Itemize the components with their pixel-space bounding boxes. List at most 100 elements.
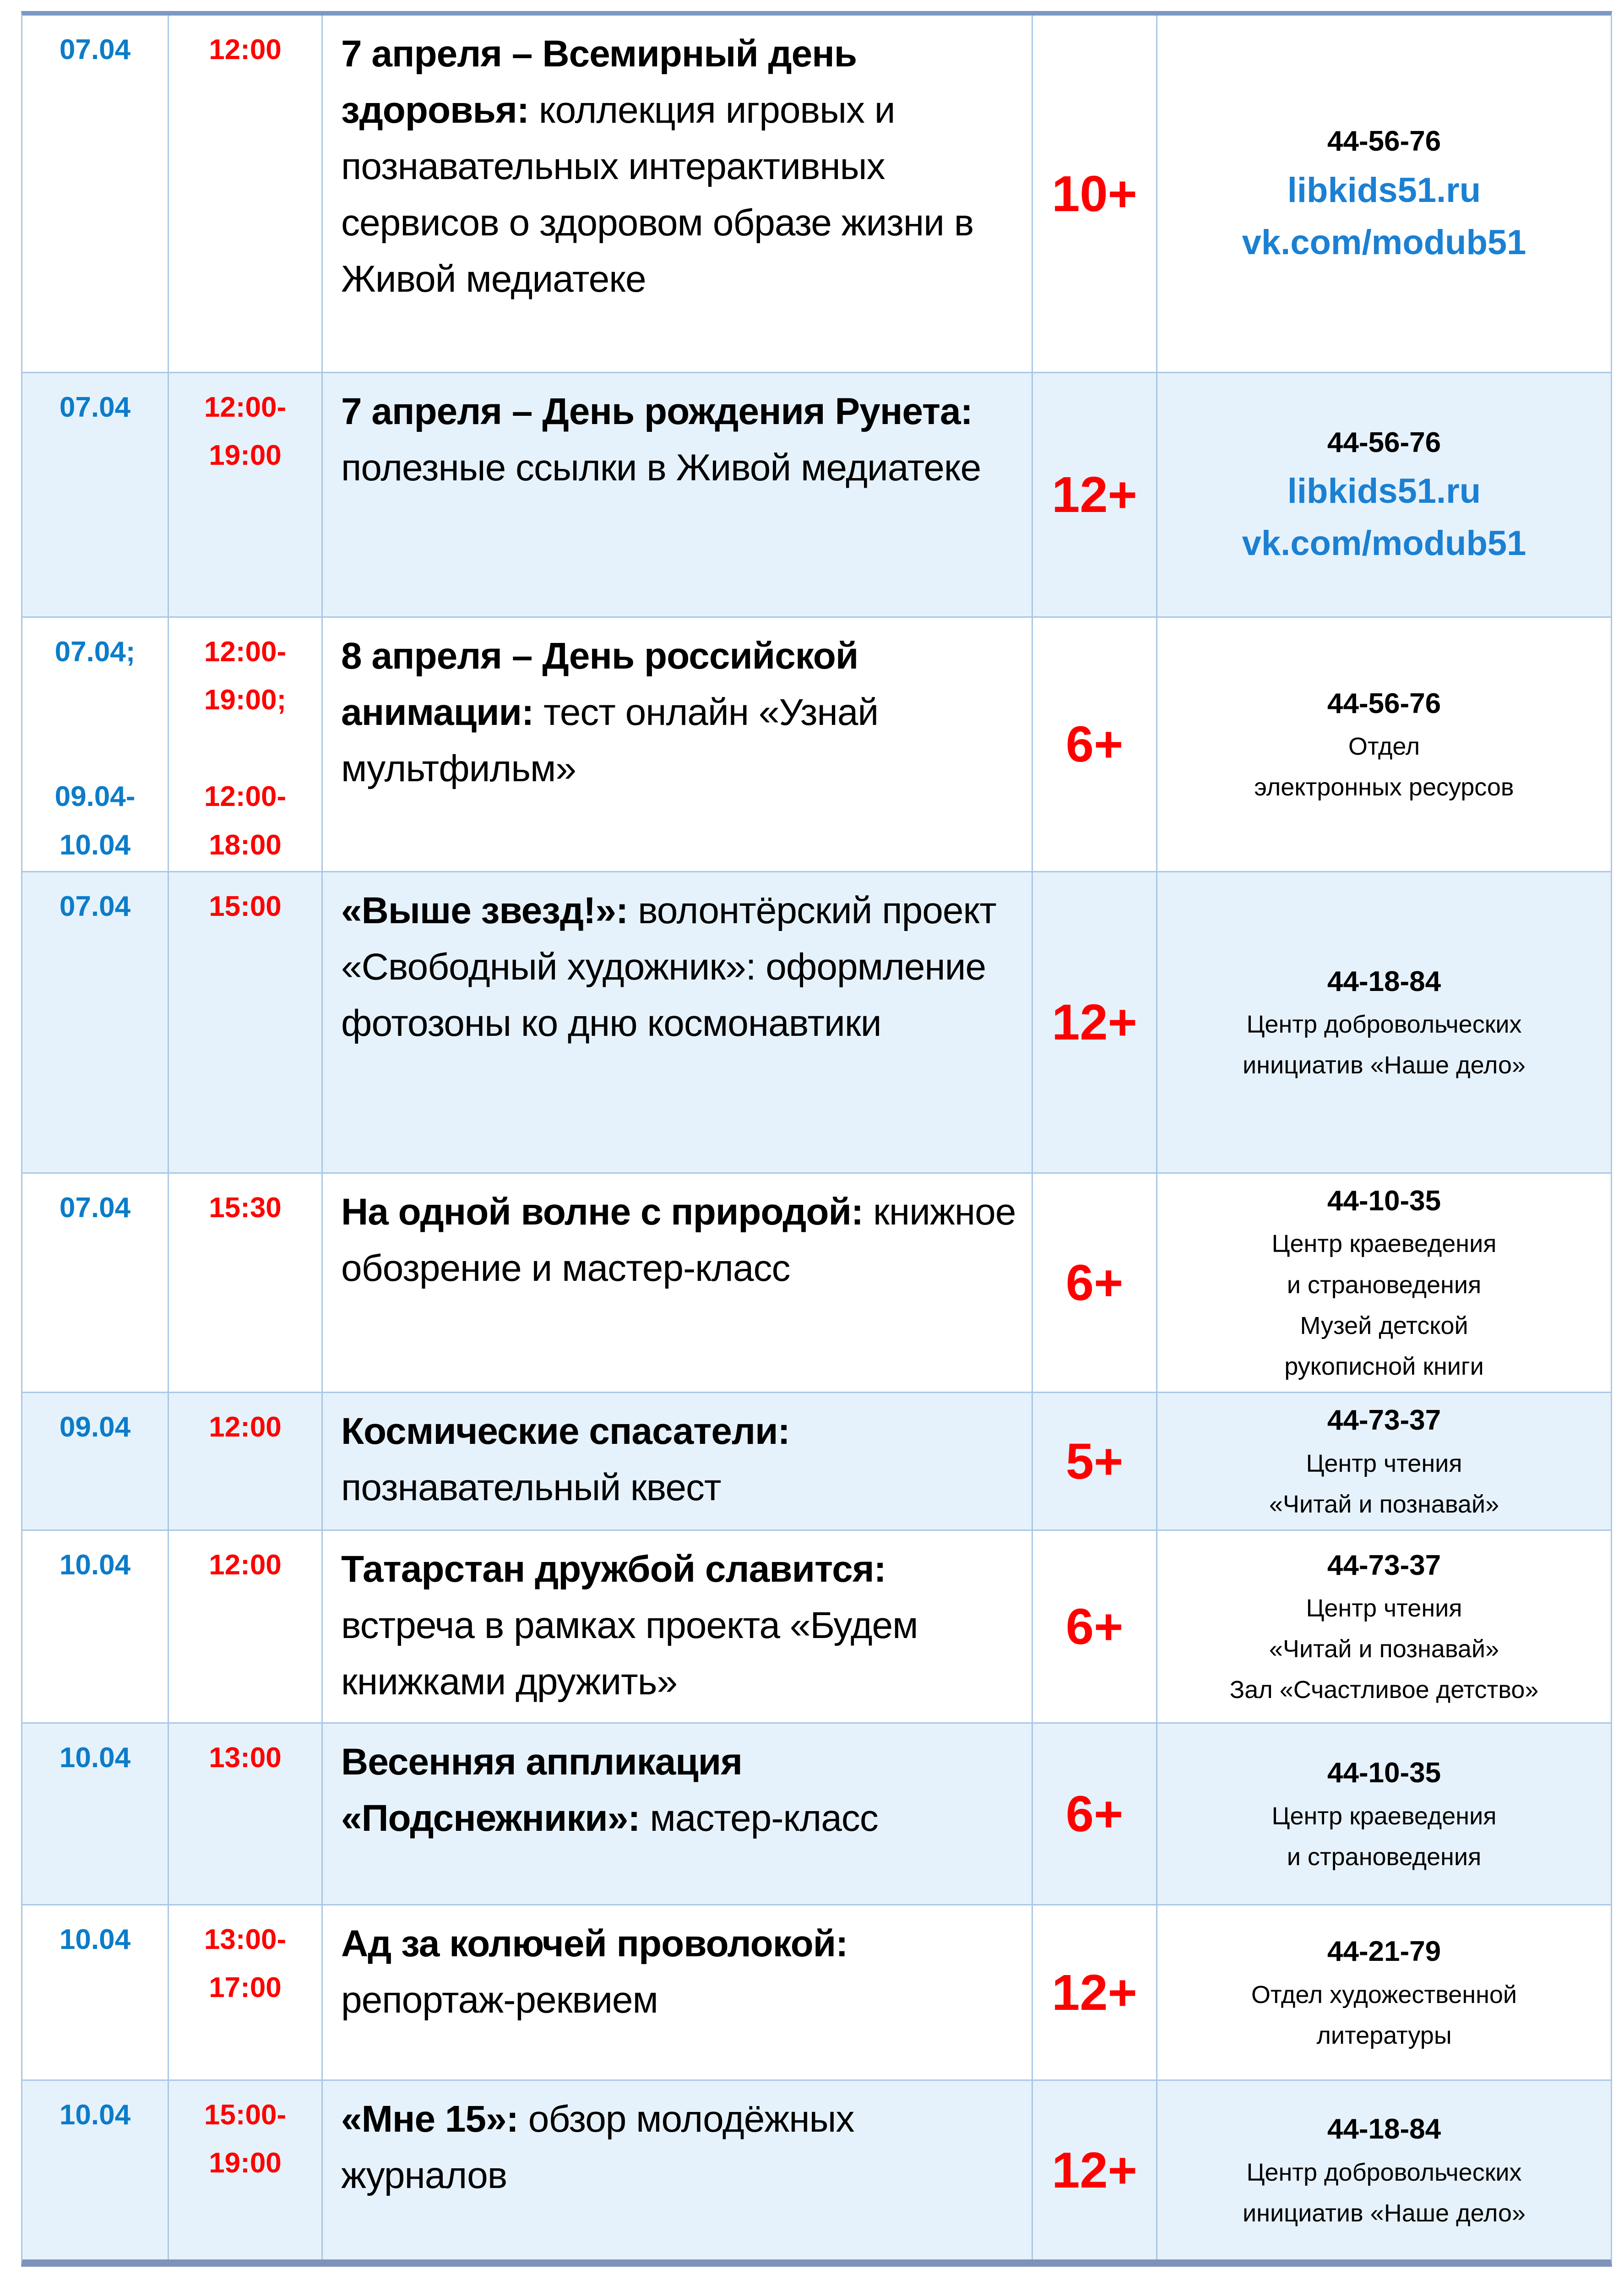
contact-cell: 44-56-76 libkids51.ru vk.com/modub51	[1157, 373, 1611, 616]
phone-number: 44-18-84	[1327, 965, 1441, 997]
time-cell: 15:30	[169, 1174, 323, 1392]
description-cell: Весенняя аппликация «Подснежники»: масте…	[323, 1724, 1033, 1904]
department-line: Центр добровольческих	[1246, 2158, 1522, 2186]
department-line: Отдел	[1348, 733, 1420, 760]
phone-number: 44-10-35	[1327, 1757, 1441, 1789]
date-cell: 07.04	[22, 1174, 169, 1392]
date-cell: 07.04	[22, 16, 169, 372]
event-title: Татарстан дружбой славится:	[341, 1548, 886, 1590]
age-badge: 12+	[1033, 1905, 1157, 2079]
age-badge: 6+	[1033, 1531, 1157, 1722]
website-link[interactable]: libkids51.ru	[1287, 472, 1481, 511]
description-cell: 7 апреля – День рождения Рунета: полезны…	[323, 373, 1033, 616]
department-line: и страноведения	[1287, 1843, 1482, 1871]
date-cell: 07.04	[22, 373, 169, 616]
event-schedule-table: 07.04 12:00 7 апреля – Всемирный день зд…	[21, 11, 1612, 2267]
description-cell: Татарстан дружбой славится: встреча в ра…	[323, 1531, 1033, 1722]
vk-link[interactable]: vk.com/modub51	[1242, 524, 1526, 563]
time-cell: 13:00- 17:00	[169, 1905, 323, 2079]
description-cell: Космические спасатели: познавательный кв…	[323, 1393, 1033, 1529]
age-badge: 5+	[1033, 1393, 1157, 1529]
phone-number: 44-18-84	[1327, 2113, 1441, 2145]
event-description: репортаж-реквием	[341, 1979, 658, 2021]
age-badge: 6+	[1033, 1724, 1157, 1904]
department-line: Зал «Счастливое детство»	[1229, 1676, 1539, 1704]
age-badge: 12+	[1033, 872, 1157, 1172]
event-title: Весенняя аппликация «Подснежники»:	[341, 1741, 743, 1839]
department-line: инициатив «Наше дело»	[1242, 2199, 1526, 2227]
event-description: обзор молодёжных журналов	[341, 2098, 854, 2196]
contact-cell: 44-18-84 Центр добровольческих инициатив…	[1157, 2081, 1611, 2259]
description-cell: На одной волне с природой: книжное обозр…	[323, 1174, 1033, 1392]
date-cell: 10.04	[22, 2081, 169, 2259]
event-title: «Выше звезд!»:	[341, 890, 628, 931]
table-row: 07.04 12:00 7 апреля – Всемирный день зд…	[22, 16, 1611, 373]
age-badge: 12+	[1033, 373, 1157, 616]
date-cell: 10.04	[22, 1531, 169, 1722]
contact-cell: 44-56-76 libkids51.ru vk.com/modub51	[1157, 16, 1611, 372]
department-line: инициатив «Наше дело»	[1242, 1051, 1526, 1079]
phone-number: 44-10-35	[1327, 1185, 1441, 1217]
phone-number: 44-56-76	[1327, 687, 1441, 719]
description-cell: Ад за колючей проволокой: репортаж-рекви…	[323, 1905, 1033, 2079]
event-description: тест онлайн «Узнай мультфильм»	[341, 691, 879, 789]
phone-number: 44-73-37	[1327, 1549, 1441, 1581]
contact-cell: 44-18-84 Центр добровольческих инициатив…	[1157, 872, 1611, 1172]
description-cell: 8 апреля – День российской анимации: тес…	[323, 618, 1033, 871]
event-title: Ад за колючей проволокой:	[341, 1923, 848, 1965]
event-description: волонтёрский проект «Свободный художник»…	[341, 890, 997, 1044]
table-row: 10.04 13:00- 17:00 Ад за колючей проволо…	[22, 1905, 1611, 2081]
event-description: книжное обозрение и мастер-класс	[341, 1191, 1016, 1289]
event-title: 7 апреля – Всемирный день здоровья:	[341, 33, 857, 131]
phone-number: 44-21-79	[1327, 1936, 1441, 1968]
phone-number: 44-73-37	[1327, 1404, 1441, 1437]
event-title: На одной волне с природой:	[341, 1191, 864, 1233]
event-title: 8 апреля – День российской анимации:	[341, 635, 858, 733]
table-row: 10.04 12:00 Татарстан дружбой славится: …	[22, 1531, 1611, 1724]
time-cell: 15:00- 19:00	[169, 2081, 323, 2259]
table-row: 09.04 12:00 Космические спасатели: позна…	[22, 1393, 1611, 1531]
department-line: Отдел художественной	[1251, 1981, 1517, 2008]
time-cell: 12:00	[169, 1393, 323, 1529]
event-description: встреча в рамках проекта «Будем книжками…	[341, 1605, 918, 1703]
contact-cell: 44-73-37 Центр чтения «Читай и познавай»…	[1157, 1531, 1611, 1722]
phone-number: 44-56-76	[1327, 426, 1441, 458]
website-link[interactable]: libkids51.ru	[1287, 170, 1481, 210]
event-description: мастер-класс	[650, 1797, 878, 1839]
age-badge: 6+	[1033, 618, 1157, 871]
department-line: Центр чтения	[1306, 1449, 1462, 1477]
date-cell: 07.04; 09.04- 10.04	[22, 618, 169, 871]
contact-cell: 44-73-37 Центр чтения «Читай и познавай»	[1157, 1393, 1611, 1529]
age-badge: 12+	[1033, 2081, 1157, 2259]
description-cell: «Мне 15»: обзор молодёжных журналов	[323, 2081, 1033, 2259]
age-badge: 10+	[1033, 16, 1157, 372]
contact-cell: 44-10-35 Центр краеведения и страноведен…	[1157, 1724, 1611, 1904]
department-line: Центр краеведения	[1271, 1802, 1497, 1830]
time-cell: 12:00	[169, 16, 323, 372]
department-line: Центр краеведения	[1271, 1230, 1497, 1258]
department-line: «Читай и познавай»	[1269, 1635, 1499, 1663]
department-line: литературы	[1316, 2021, 1452, 2049]
age-badge: 6+	[1033, 1174, 1157, 1392]
time-cell: 12:00- 19:00	[169, 373, 323, 616]
table-row: 07.04 12:00- 19:00 7 апреля – День рожде…	[22, 373, 1611, 618]
phone-number: 44-56-76	[1327, 125, 1441, 158]
date-cell: 10.04	[22, 1905, 169, 2079]
time-cell: 13:00	[169, 1724, 323, 1904]
description-cell: 7 апреля – Всемирный день здоровья: колл…	[323, 16, 1033, 372]
table-row: 10.04 15:00- 19:00 «Мне 15»: обзор молод…	[22, 2081, 1611, 2259]
table-row: 07.04; 09.04- 10.04 12:00- 19:00; 12:00-…	[22, 618, 1611, 872]
contact-cell: 44-56-76 Отдел электронных ресурсов	[1157, 618, 1611, 871]
event-description: полезные ссылки в Живой медиатеке	[341, 447, 981, 489]
vk-link[interactable]: vk.com/modub51	[1242, 223, 1526, 262]
table-row: 07.04 15:30 На одной волне с природой: к…	[22, 1174, 1611, 1393]
contact-cell: 44-10-35 Центр краеведения и страноведен…	[1157, 1174, 1611, 1392]
date-cell: 10.04	[22, 1724, 169, 1904]
date-cell: 09.04	[22, 1393, 169, 1529]
event-title: «Мне 15»:	[341, 2098, 519, 2140]
table-row: 07.04 15:00 «Выше звезд!»: волонтёрский …	[22, 872, 1611, 1174]
department-line: Музей детской	[1300, 1312, 1468, 1339]
department-line: рукописной книги	[1284, 1352, 1484, 1380]
description-cell: «Выше звезд!»: волонтёрский проект «Своб…	[323, 872, 1033, 1172]
time-cell: 15:00	[169, 872, 323, 1172]
